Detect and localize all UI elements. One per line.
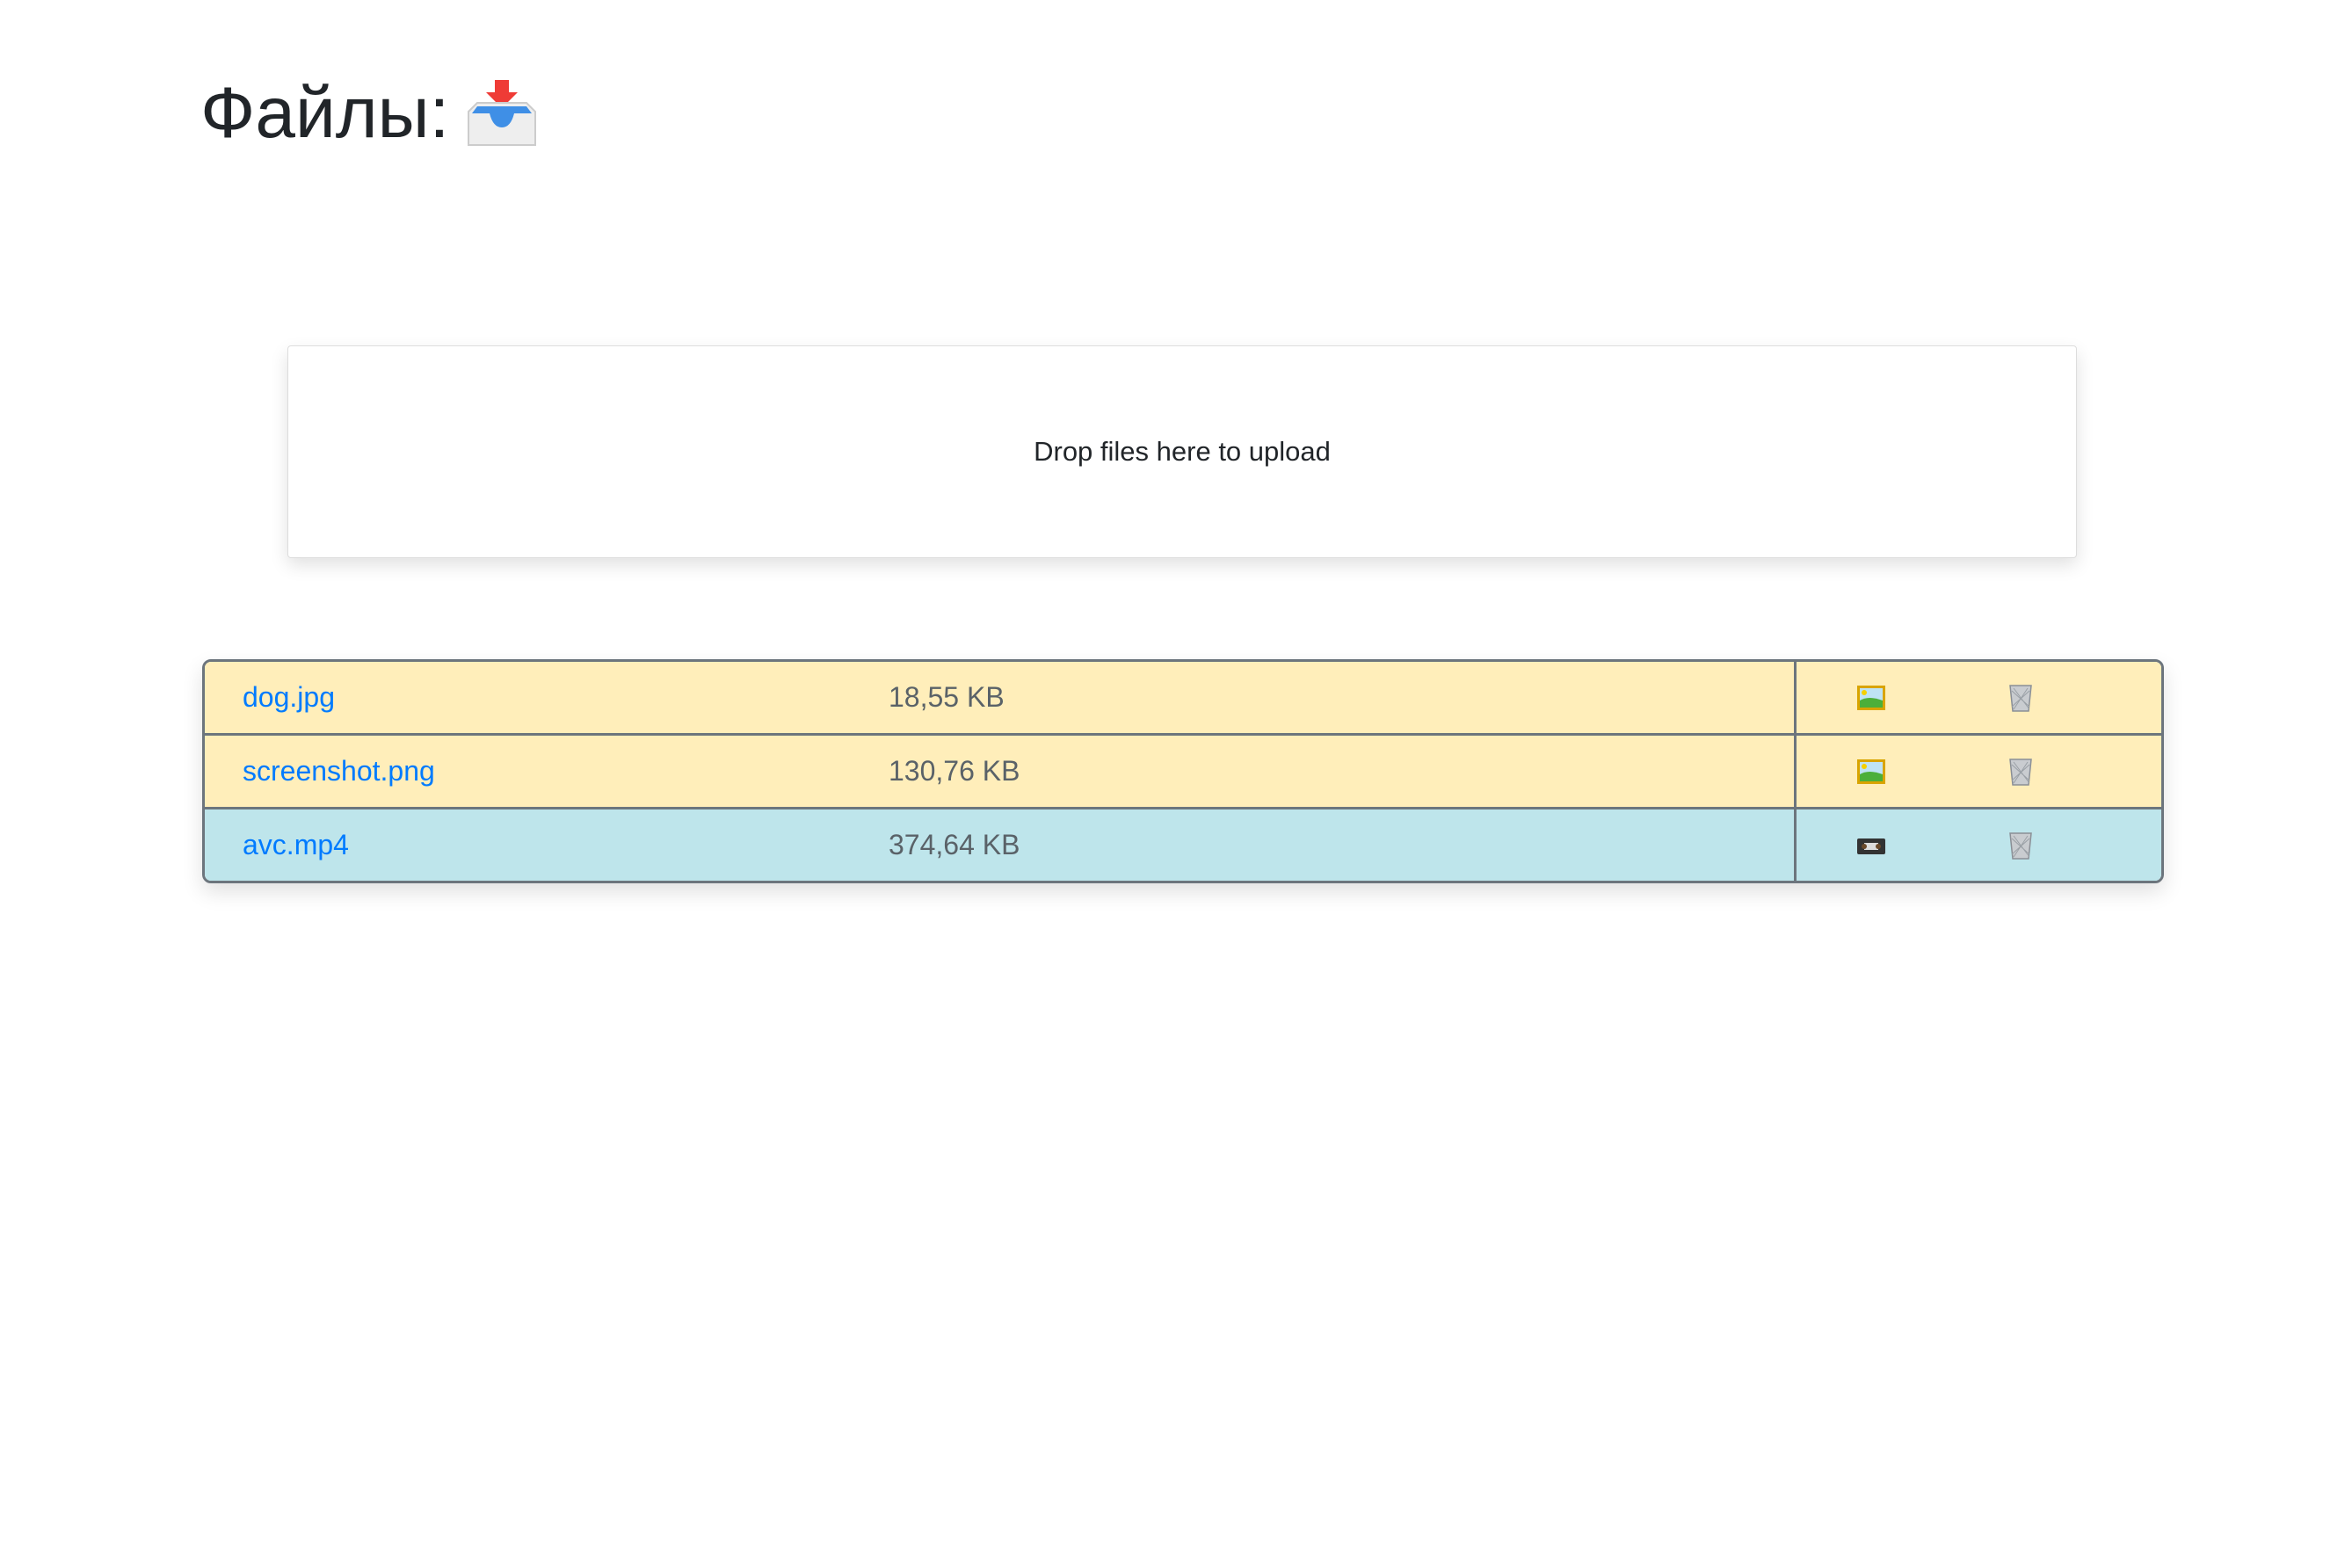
framed-picture-icon — [1857, 759, 1885, 784]
file-dropzone[interactable]: Drop files here to upload — [287, 345, 2077, 558]
preview-button[interactable] — [1797, 683, 1946, 713]
preview-button[interactable] — [1797, 831, 1946, 860]
file-name-link[interactable]: screenshot.png — [243, 755, 435, 787]
videocassette-icon — [1857, 838, 1885, 854]
delete-button[interactable] — [1946, 683, 2095, 713]
delete-button[interactable] — [1946, 757, 2095, 787]
file-row: screenshot.png 130,76 KB — [205, 733, 2161, 807]
file-list: dog.jpg 18,55 KB screenshot.png 130,76 KB av… — [202, 659, 2164, 883]
file-size: 374,64 KB — [889, 829, 1020, 860]
wastebasket-icon — [2009, 831, 2032, 860]
page-title: Файлы: — [200, 72, 539, 155]
file-name-link[interactable]: dog.jpg — [243, 681, 335, 713]
file-row: dog.jpg 18,55 KB — [205, 662, 2161, 733]
file-size: 18,55 KB — [889, 681, 1005, 713]
page-title-text: Файлы: — [200, 73, 450, 153]
file-actions — [1794, 736, 2161, 807]
file-size: 130,76 KB — [889, 755, 1020, 787]
inbox-tray-icon — [468, 80, 537, 146]
preview-button[interactable] — [1797, 757, 1946, 787]
wastebasket-icon — [2009, 684, 2032, 712]
file-actions — [1794, 662, 2161, 733]
framed-picture-icon — [1857, 685, 1885, 710]
wastebasket-icon — [2009, 758, 2032, 786]
delete-button[interactable] — [1946, 831, 2095, 860]
file-actions — [1794, 809, 2161, 881]
dropzone-label: Drop files here to upload — [1034, 436, 1331, 467]
file-row: avc.mp4 374,64 KB — [205, 807, 2161, 881]
file-name-link[interactable]: avc.mp4 — [243, 829, 349, 860]
